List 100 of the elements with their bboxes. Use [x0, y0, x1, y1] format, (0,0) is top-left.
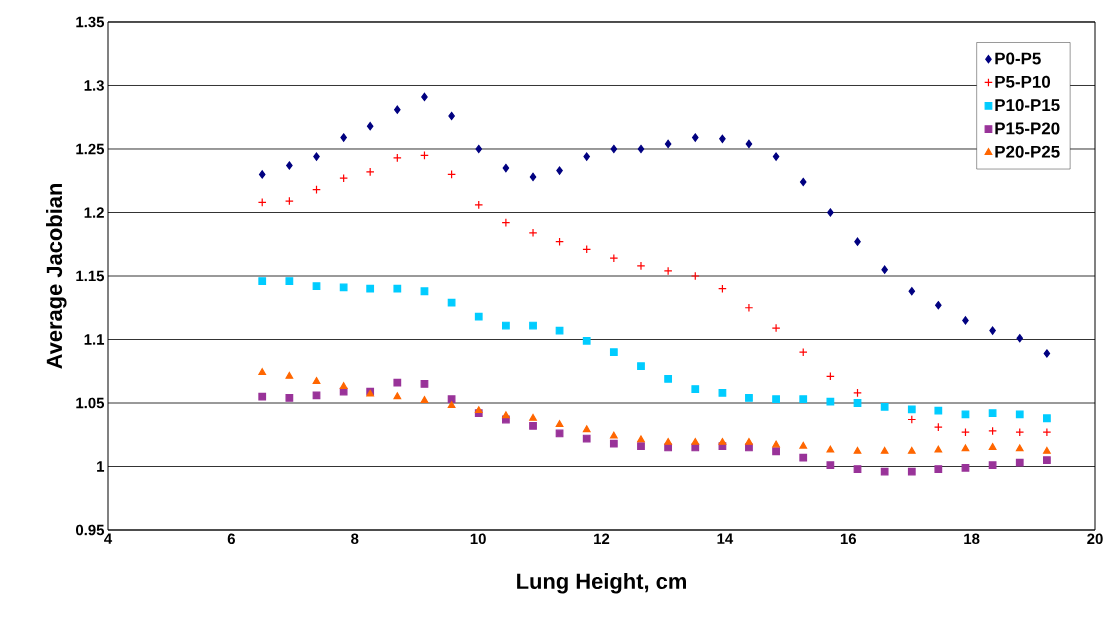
x-tick-label: 4: [104, 533, 113, 544]
point: [609, 439, 618, 448]
point: [447, 401, 456, 409]
point: [799, 453, 808, 462]
point: [502, 163, 510, 173]
point: [988, 409, 997, 418]
point: [313, 152, 320, 161]
point: [961, 463, 970, 472]
point: [799, 177, 807, 187]
x-tick-label: 8: [351, 533, 359, 545]
legend-label: P5-P10: [995, 75, 1051, 88]
point: [745, 139, 753, 149]
point: [771, 323, 781, 333]
point: [339, 382, 348, 389]
x-tick-label: 14: [717, 533, 734, 544]
point: [528, 228, 538, 238]
point: [907, 405, 916, 414]
y-tick-label: 1.3: [84, 80, 104, 91]
point: [340, 133, 347, 142]
point: [582, 336, 591, 345]
point: [393, 378, 402, 387]
legend-label: P15-P20: [995, 122, 1060, 135]
point: [365, 167, 375, 177]
point: [880, 467, 889, 476]
point: [258, 368, 267, 376]
x-tick-label: 10: [470, 533, 486, 545]
y-tick-label: 1.1: [84, 334, 105, 345]
point: [636, 261, 646, 271]
point: [744, 303, 754, 313]
point: [637, 435, 645, 443]
point: [285, 394, 294, 402]
point: [961, 410, 970, 419]
point: [637, 442, 645, 451]
point: [989, 326, 996, 335]
point: [447, 395, 456, 404]
point: [907, 446, 916, 454]
point: [529, 421, 537, 430]
point: [501, 218, 511, 228]
x-tick-label: 12: [594, 533, 610, 544]
point: [962, 316, 969, 325]
point: [312, 391, 321, 400]
point: [529, 413, 537, 421]
point: [286, 161, 293, 170]
point: [284, 196, 294, 206]
point: [827, 208, 834, 217]
point: [447, 298, 456, 307]
point: [1016, 334, 1024, 343]
point: [933, 422, 943, 432]
point: [475, 144, 483, 154]
point: [529, 321, 537, 330]
point: [609, 348, 618, 357]
point: [1042, 427, 1052, 437]
point: [691, 385, 700, 393]
point: [366, 121, 374, 131]
point: [988, 443, 997, 450]
point: [853, 465, 862, 473]
point: [1015, 444, 1024, 452]
point: [1043, 456, 1051, 465]
x-tick-label: 16: [840, 533, 857, 545]
point: [339, 283, 348, 292]
x-tick-label: 20: [1087, 533, 1103, 545]
point: [691, 133, 699, 142]
point: [610, 144, 618, 154]
point: [745, 394, 753, 402]
point: [502, 321, 510, 330]
legend-label: P20-P25: [995, 145, 1060, 158]
point: [637, 362, 645, 371]
point: [609, 431, 618, 439]
point: [582, 425, 591, 433]
point: [934, 465, 943, 473]
point: [448, 111, 455, 121]
point: [637, 144, 645, 154]
point: [691, 437, 700, 445]
point: [582, 434, 591, 443]
y-axis-title: Average Jacobian: [46, 184, 67, 369]
point: [556, 166, 563, 175]
point: [718, 437, 727, 445]
point: [826, 445, 835, 453]
point: [258, 277, 267, 285]
point: [664, 139, 672, 149]
point: [393, 392, 402, 400]
y-tick-label: 1.2: [84, 207, 104, 218]
point: [826, 461, 835, 470]
point: [880, 402, 889, 411]
point: [853, 446, 862, 454]
point: [799, 441, 808, 449]
point: [474, 200, 484, 210]
point: [312, 377, 321, 384]
point: [853, 399, 862, 407]
point: [421, 92, 428, 102]
point: [394, 105, 401, 114]
point: [988, 461, 997, 470]
point: [881, 265, 888, 274]
point: [555, 420, 564, 428]
point: [663, 266, 673, 276]
point: [907, 467, 916, 476]
point: [690, 271, 700, 281]
point: [664, 374, 673, 383]
point: [664, 437, 673, 445]
y-tick-label: 1.05: [76, 397, 105, 409]
